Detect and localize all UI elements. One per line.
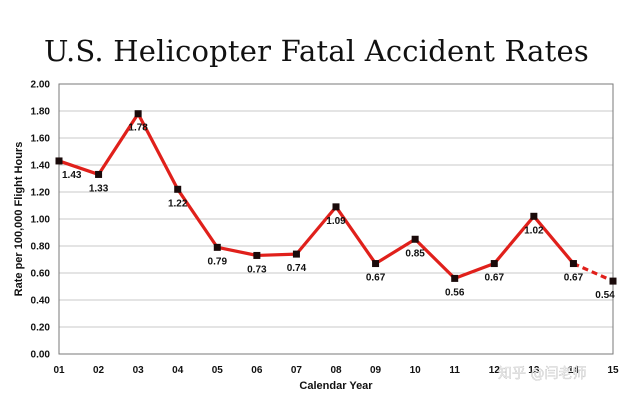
- x-tick-label: 05: [212, 365, 224, 376]
- y-tick-label: 1.00: [31, 215, 51, 226]
- chart-title: U.S. Helicopter Fatal Accident Rates: [44, 34, 589, 68]
- x-tick-label: 12: [489, 365, 501, 376]
- data-point: [213, 243, 221, 251]
- data-label: 0.85: [405, 248, 425, 259]
- data-point: [332, 203, 340, 211]
- data-label: 1.78: [128, 123, 148, 134]
- data-point: [609, 277, 617, 285]
- series-rates: [58, 112, 614, 283]
- y-tick-label: 1.40: [31, 161, 51, 172]
- y-axis-ticks: 0.00 0.20 0.40 0.60 0.80 1.00 1.20 1.40 1.60 1.80…: [31, 80, 51, 361]
- y-tick-label: 1.80: [31, 107, 51, 118]
- x-tick-label: 08: [330, 365, 342, 376]
- data-label: 1.43: [62, 170, 82, 181]
- data-point: [55, 157, 63, 165]
- x-tick-label: 09: [370, 365, 382, 376]
- x-tick-label: 10: [410, 365, 422, 376]
- y-tick-label: 0.00: [31, 350, 51, 361]
- data-label: 0.79: [208, 256, 228, 267]
- x-tick-label: 14: [568, 365, 580, 376]
- x-axis-title: Calendar Year: [299, 380, 373, 392]
- x-tick-label: 03: [133, 365, 145, 376]
- data-label: 0.74: [287, 263, 307, 274]
- x-tick-label: 02: [93, 365, 105, 376]
- y-tick-label: 1.20: [31, 188, 51, 199]
- data-label: 0.67: [485, 273, 505, 284]
- x-tick-label: 11: [449, 365, 460, 376]
- data-label: 1.02: [524, 225, 544, 236]
- y-tick-label: 1.60: [31, 134, 51, 145]
- data-point: [530, 212, 538, 220]
- x-tick-label: 07: [291, 365, 303, 376]
- x-tick-label: 01: [53, 365, 65, 376]
- y-axis-title: Rate per 100,000 Flight Hours: [13, 142, 25, 297]
- data-point: [411, 235, 419, 243]
- y-tick-label: 0.60: [31, 269, 51, 280]
- x-tick-label: 13: [528, 365, 540, 376]
- y-tick-label: 0.20: [31, 323, 51, 334]
- x-tick-label: 04: [172, 365, 184, 376]
- y-tick-label: 0.40: [31, 296, 51, 307]
- series-line: [58, 112, 575, 280]
- data-label: 1.33: [89, 183, 109, 194]
- data-point: [134, 110, 142, 118]
- data-point: [292, 250, 300, 258]
- data-label: 0.54: [595, 290, 615, 301]
- data-label: 0.67: [366, 273, 386, 284]
- data-label: 0.73: [247, 264, 267, 275]
- data-markers: [55, 110, 617, 285]
- data-point: [451, 274, 459, 282]
- data-label: 0.56: [445, 287, 465, 298]
- x-axis-ticks: 01 02 03 04 05 06 07 08 09 10 11 12 13 14 15: [53, 365, 619, 376]
- data-point: [253, 251, 261, 259]
- data-label: 1.22: [168, 198, 188, 209]
- data-point: [95, 170, 103, 178]
- plot-frame: [58, 83, 614, 355]
- y-tick-label: 2.00: [31, 80, 51, 91]
- x-tick-label: 06: [251, 365, 263, 376]
- data-point: [569, 260, 577, 268]
- x-tick-label: 15: [607, 365, 619, 376]
- series-line-dashed: [572, 262, 614, 283]
- watermark-text: 知乎 @闫老师: [498, 365, 586, 382]
- data-label: 1.09: [326, 216, 346, 227]
- data-labels: 1.43 1.33 1.78 1.22 0.79 0.73 0.74 1.09 0.67 0.85…: [62, 123, 615, 301]
- y-tick-label: 0.80: [31, 242, 51, 253]
- data-point: [372, 260, 380, 268]
- data-point: [174, 185, 182, 193]
- data-point: [490, 260, 498, 268]
- data-label: 0.67: [564, 273, 584, 284]
